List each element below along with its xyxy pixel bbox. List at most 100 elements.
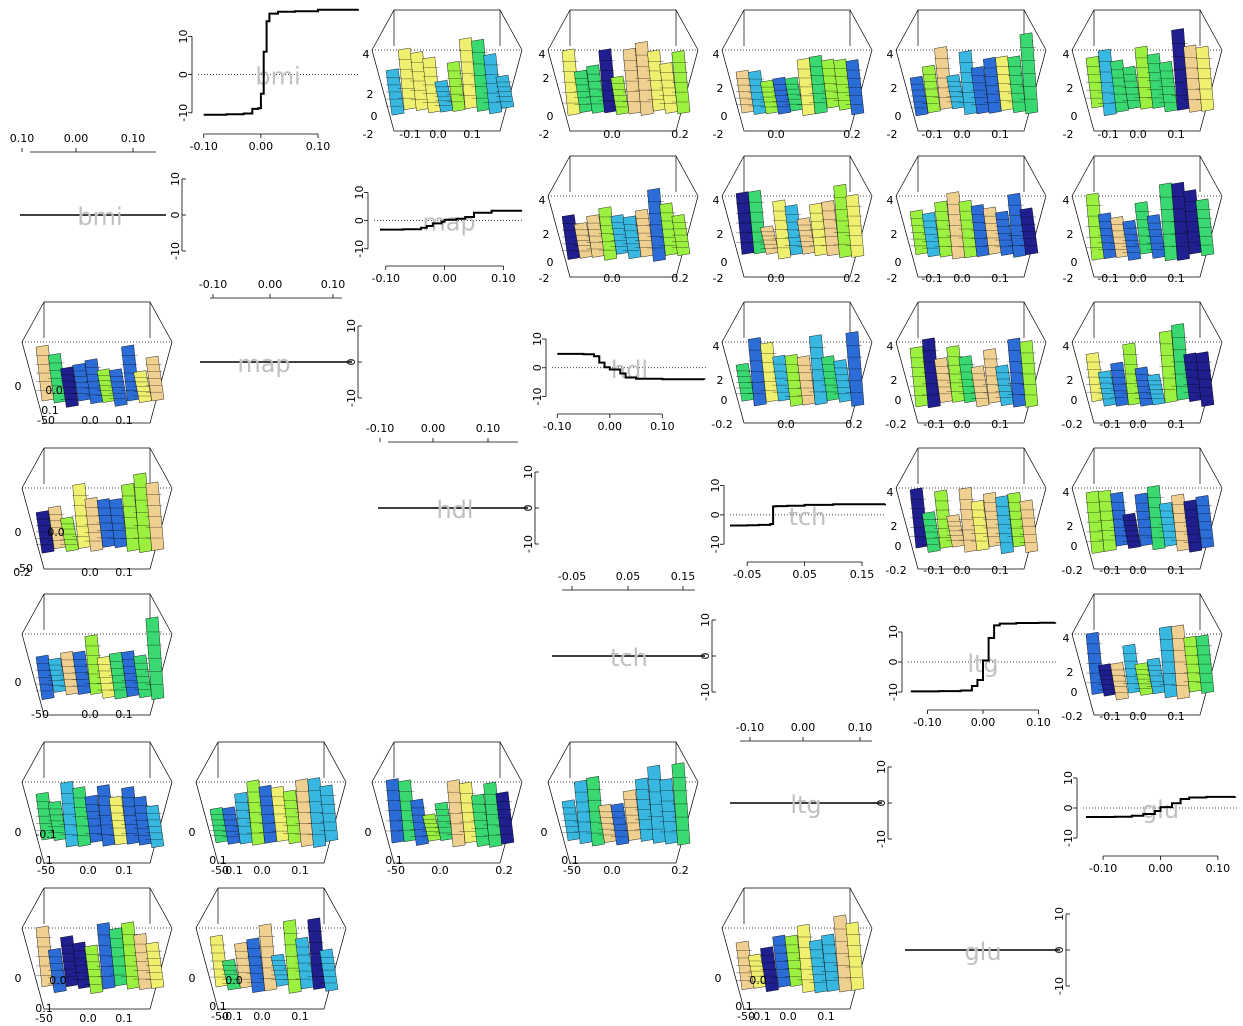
axis-tick-label: 4 (1063, 340, 1070, 353)
axis-tick-label: -0.2 (1061, 564, 1082, 577)
axis-tick-label: 0.0 (79, 864, 97, 877)
axis-tick-label: 0 (895, 256, 902, 269)
y-tick-label: -10 (177, 104, 190, 122)
axis-row: -0.10 0.00 0.10 (736, 721, 873, 742)
axis-tick-label: 0.0 (749, 974, 767, 987)
axis-tick-label: 4 (887, 340, 894, 353)
surface-panel: 4 2 0 -2 0.0 0.2 (713, 9, 873, 141)
y-tick-label: -10 (875, 830, 888, 848)
y-tick-label: -10 (345, 389, 358, 407)
axis-tick-label: 0.0 (1129, 272, 1147, 285)
axis-tick-label: 0.0 (1129, 564, 1147, 577)
effect-curve (379, 209, 523, 231)
effect-curve (557, 352, 706, 381)
axis-tick-label: 0 (715, 972, 722, 985)
axis-tick-label: 0.1 (991, 564, 1009, 577)
axis-tick-label: 2 (717, 374, 724, 387)
axis-tick-label: -0.2 (885, 418, 906, 431)
flat-panel-ltg: ltg (730, 791, 882, 819)
axis-tick-label: 4 (713, 340, 720, 353)
surface-panel: 4 2 0 -2 -0.1 0.0 0.1 (887, 155, 1047, 285)
surface-panel: 4 2 0 -0.2 -0.1 0.0 0.1 (885, 447, 1047, 577)
axis-tick-label: 4 (363, 48, 370, 61)
axis-tick-label: 0.0 (603, 128, 621, 141)
axis-tick-label: 0 (895, 394, 902, 407)
axis-tick-label: 0.0 (603, 272, 621, 285)
axis-tick-label: 0.0 (225, 974, 243, 987)
axis-tick-label: 0 (895, 540, 902, 553)
axis-tick-label: -2 (539, 128, 550, 141)
axis-tick-label: 0 (1071, 394, 1078, 407)
axis-tick-label: 2 (891, 520, 898, 533)
axis-tick-label: 0.1 (735, 1000, 753, 1013)
axis-tick-label: 0 (15, 826, 22, 839)
flat-panel-tch: tch (552, 644, 705, 672)
surface-panel: 0 0.1-50 0.0 0.2 (365, 741, 523, 877)
axis-row: 0.10 0.00 0.10 (10, 132, 156, 153)
axis-tick-label: 0 (371, 110, 378, 123)
axis-tick-label: 0.1 (1167, 128, 1185, 141)
x-tick-label: -0.10 (736, 721, 764, 734)
axis-tick-label: 0 (189, 826, 196, 839)
axis-tick-label: -0.1 (1097, 272, 1118, 285)
surface-panel: 4 2 0 -2 -0.1 0.0 0.1 (363, 9, 523, 141)
axis-tick-label: 0.0 (253, 1010, 271, 1023)
axis-tick-label: 2 (891, 228, 898, 241)
axis-tick-label: 2 (1067, 228, 1074, 241)
variable-label: bmi (255, 63, 300, 91)
y-axis-col: 10 0 -10 (169, 172, 186, 260)
axis-tick-label: 0.0 (431, 864, 449, 877)
variable-label: tch (610, 644, 648, 672)
axis-tick-label: 0.1 (385, 854, 403, 867)
axis-tick-label: -2 (887, 128, 898, 141)
variable-label: map (422, 209, 475, 237)
axis-tick-label: 0.1 (35, 1002, 53, 1015)
axis-tick-label: 0 (15, 380, 22, 393)
axis-tick-label: -0.2 (1061, 418, 1082, 431)
y-tick-label: -10 (1053, 977, 1066, 995)
flat-panel-map: map (200, 350, 352, 378)
axis-tick-label: 0.0 (767, 128, 785, 141)
axis-tick-label: -50 (31, 708, 49, 721)
axis-tick-label: 0.0 (603, 864, 621, 877)
y-tick-label: 0 (1053, 947, 1066, 954)
y-tick-label: 10 (875, 760, 888, 774)
axis-tick-label: 0 (1071, 256, 1078, 269)
axis-tick-label: 0.0 (429, 128, 447, 141)
axis-tick-label: 2 (367, 88, 374, 101)
axis-tick-label: 0.1 (115, 1012, 133, 1025)
y-tick-label: 10 (177, 30, 190, 44)
axis-tick-label: 4 (887, 486, 894, 499)
effect-curve (1085, 795, 1237, 818)
flat-panel-hdl: hdl (378, 496, 528, 524)
y-tick-label: -10 (699, 683, 712, 701)
axis-tick-label: 0.2 (843, 272, 861, 285)
surface-panel: 4 2 0 -0.2 -0.1 0.0 0.1 (1061, 301, 1223, 431)
x-tick-label: 0.10 (491, 272, 516, 285)
axis-tick-label: -0.1 (221, 1010, 242, 1023)
effect-curve (730, 503, 886, 527)
x-tick-label: 0.10 (848, 721, 873, 734)
axis-tick-label: -50 (737, 1010, 755, 1023)
axis-tick-label: 4 (887, 48, 894, 61)
surface-panel: 4 2 0 -2 -0.1 0.0 0.1 (1063, 9, 1223, 141)
x-tick-label: 0.05 (616, 570, 641, 583)
axis-tick-label: 0.2 (13, 566, 31, 579)
y-axis-col: 10 0 -10 (1053, 907, 1070, 995)
x-tick-label: -0.10 (543, 420, 571, 433)
axis-tick-label: 4 (1063, 48, 1070, 61)
axis-tick-label: -0.1 (923, 418, 944, 431)
axis-tick-label: -50 (37, 864, 55, 877)
surface-panel: 0 0.00.1-50 0.0 0.1 (15, 887, 173, 1025)
axis-row: -0.10 0.00 0.10 (366, 422, 518, 443)
surface-panel: -0.100.1-50 0.0 0.1 (15, 741, 173, 877)
axis-tick-label: -0.2 (711, 418, 732, 431)
axis-tick-label: 0.2 (845, 418, 863, 431)
y-tick-label: 0 (531, 364, 544, 371)
axis-tick-label: 0.0 (49, 974, 67, 987)
x-tick-label: -0.10 (199, 278, 227, 291)
effect-panel-map: 10 0 -10 -0.10 0.00 0.10 map (353, 186, 524, 285)
axis-tick-label: -0.1 (921, 128, 942, 141)
flat-panel-glu: glu (905, 938, 1060, 966)
